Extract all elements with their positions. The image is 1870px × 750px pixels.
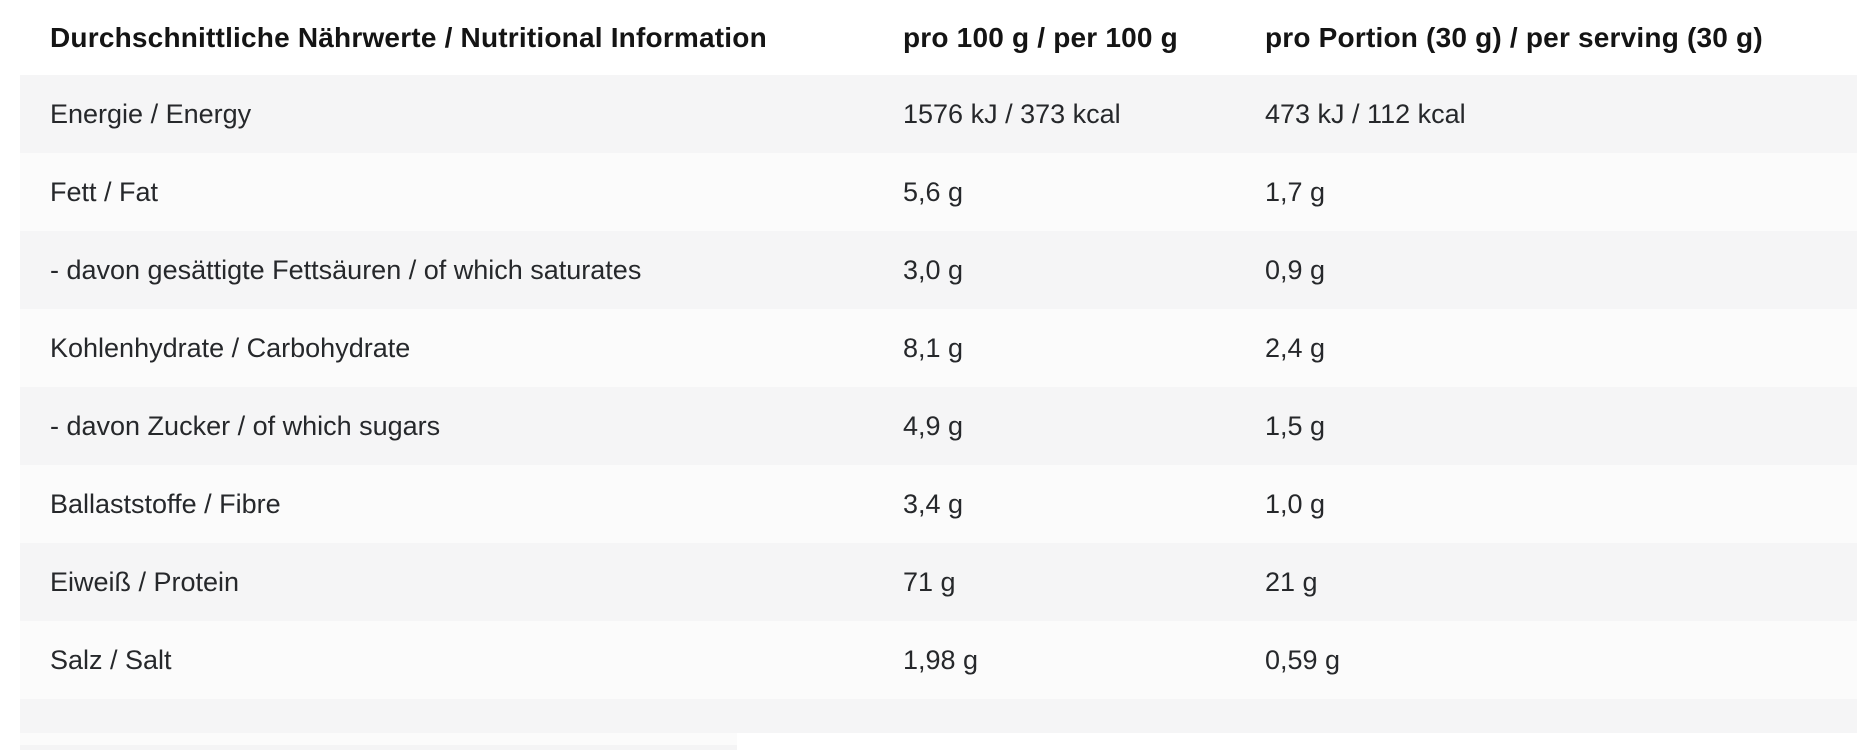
table-row-salt: Salz / Salt 1,98 g 0,59 g bbox=[20, 621, 1857, 699]
row-label: Energie / Energy bbox=[50, 98, 252, 129]
table-row-carbohydrate: Kohlenhydrate / Carbohydrate 8,1 g 2,4 g bbox=[20, 309, 1857, 387]
row-label: Fett / Fat bbox=[50, 176, 159, 207]
row-per-100g: 5,6 g bbox=[903, 176, 964, 207]
table-row-partial-cutoff bbox=[20, 699, 1857, 733]
table-row-fat: Fett / Fat 5,6 g 1,7 g bbox=[20, 153, 1857, 231]
header-per-serving: pro Portion (30 g) / per serving (30 g) bbox=[1265, 21, 1763, 53]
row-label: - davon gesättigte Fettsäuren / of which… bbox=[50, 254, 642, 285]
row-per-100g: 8,1 g bbox=[903, 332, 964, 363]
row-per-100g: 71 g bbox=[903, 566, 956, 597]
row-per-serving: 1,7 g bbox=[1265, 176, 1326, 207]
table-row-fibre: Ballaststoffe / Fibre 3,4 g 1,0 g bbox=[20, 465, 1857, 543]
row-label: - davon Zucker / of which sugars bbox=[50, 410, 441, 441]
row-per-serving: 1,5 g bbox=[1265, 410, 1326, 441]
table-header-row: Durchschnittliche Nährwerte / Nutritiona… bbox=[20, 0, 1857, 75]
table-row-sugars: - davon Zucker / of which sugars 4,9 g 1… bbox=[20, 387, 1857, 465]
next-section-cutoff bbox=[20, 733, 737, 750]
next-section-light-band bbox=[20, 733, 737, 745]
row-per-serving: 21 g bbox=[1265, 566, 1318, 597]
row-label: Salz / Salt bbox=[50, 644, 172, 675]
nutrition-table: Durchschnittliche Nährwerte / Nutritiona… bbox=[20, 0, 1857, 733]
row-per-serving: 473 kJ / 112 kcal bbox=[1265, 98, 1466, 129]
row-label: Eiweiß / Protein bbox=[50, 566, 240, 597]
table-row-protein: Eiweiß / Protein 71 g 21 g bbox=[20, 543, 1857, 621]
next-section-grey-band bbox=[20, 745, 737, 750]
row-per-100g: 1,98 g bbox=[903, 644, 979, 675]
row-per-100g: 3,0 g bbox=[903, 254, 964, 285]
header-per-100g: pro 100 g / per 100 g bbox=[903, 21, 1178, 53]
header-nutrients: Durchschnittliche Nährwerte / Nutritiona… bbox=[50, 21, 767, 53]
row-per-100g: 3,4 g bbox=[903, 488, 964, 519]
row-label: Kohlenhydrate / Carbohydrate bbox=[50, 332, 411, 363]
row-per-100g: 1576 kJ / 373 kcal bbox=[903, 98, 1121, 129]
row-per-serving: 0,9 g bbox=[1265, 254, 1326, 285]
row-per-100g: 4,9 g bbox=[903, 410, 964, 441]
table-row-saturates: - davon gesättigte Fettsäuren / of which… bbox=[20, 231, 1857, 309]
row-per-serving: 1,0 g bbox=[1265, 488, 1326, 519]
row-per-serving: 2,4 g bbox=[1265, 332, 1326, 363]
row-label: Ballaststoffe / Fibre bbox=[50, 488, 281, 519]
row-per-serving: 0,59 g bbox=[1265, 644, 1341, 675]
table-row-energy: Energie / Energy 1576 kJ / 373 kcal 473 … bbox=[20, 75, 1857, 153]
